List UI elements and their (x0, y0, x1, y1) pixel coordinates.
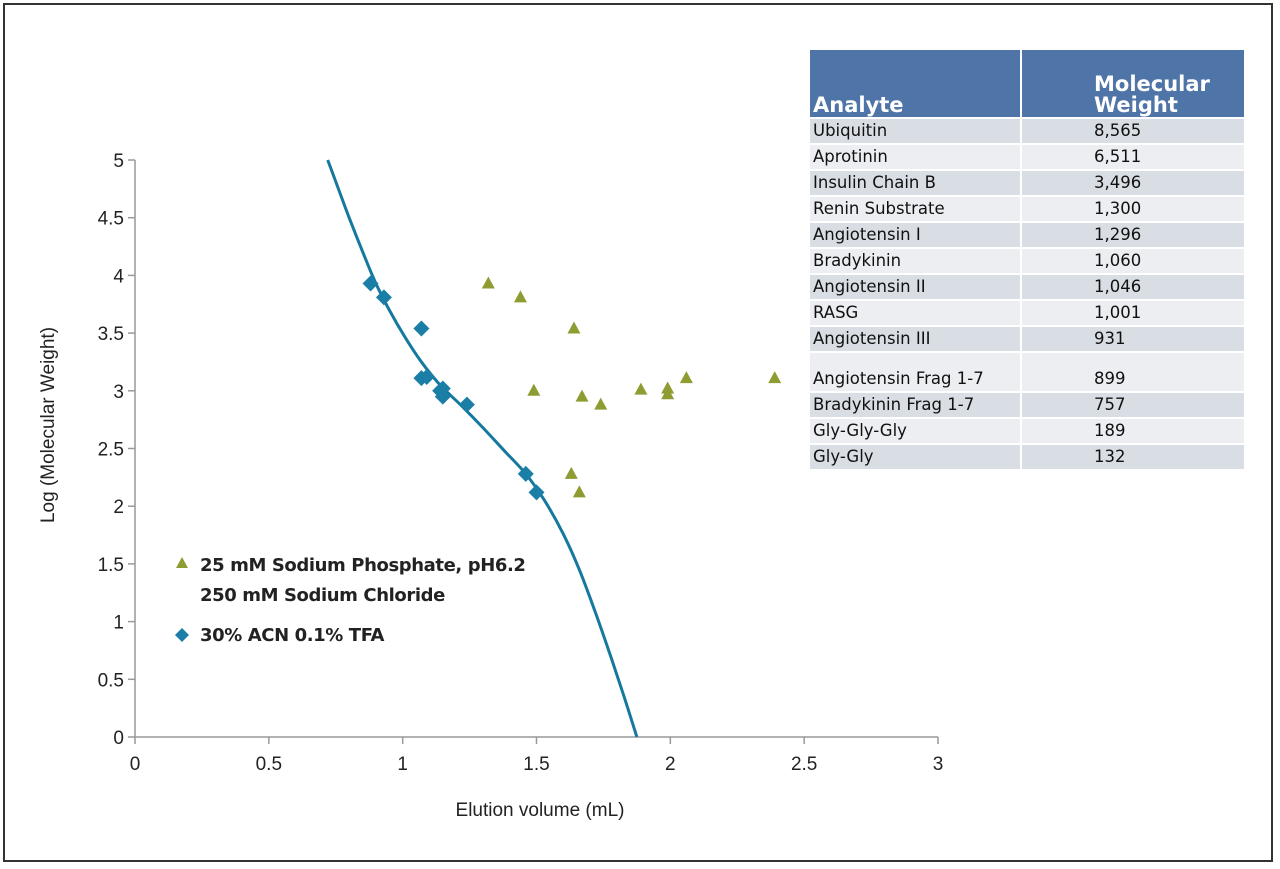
y-tick-label: 4 (113, 266, 124, 287)
acn-point (375, 289, 392, 306)
molecular-weight-cell: 3,496 (1020, 169, 1246, 197)
legend: 25 mM Sodium Phosphate, pH6.2 250 mM Sod… (175, 555, 526, 646)
y-tick-label: 2.5 (98, 440, 124, 461)
y-tick-label: 0.5 (98, 670, 124, 691)
calibration-curve-layer (326, 159, 639, 738)
table-row: Angiotensin III 931 (808, 325, 1246, 353)
y-tick-label: 2 (113, 497, 124, 518)
y-tick-label: 4.5 (98, 209, 124, 230)
legend-label-phosphate: 25 mM Sodium Phosphate, pH6.2 (200, 555, 526, 576)
molecular-weight-cell: 1,060 (1020, 247, 1246, 275)
table-row: Renin Substrate 1,300 (808, 195, 1246, 223)
phosphate-point (564, 466, 578, 479)
data-marks (362, 275, 782, 501)
x-tick-label: 3 (933, 754, 944, 775)
legend-label-phosphate-line2: 250 mM Sodium Chloride (200, 585, 445, 606)
phosphate-point (575, 389, 589, 402)
molecular-weight-cell: 931 (1020, 325, 1246, 353)
x-tick-label: 0.5 (256, 754, 282, 775)
y-tick-label: 0 (113, 728, 124, 749)
analyte-cell: Renin Substrate (808, 195, 1022, 223)
acn-point (434, 380, 451, 397)
phosphate-point (679, 371, 693, 384)
y-tick-label: 3.5 (98, 324, 124, 345)
phosphate-point (768, 371, 782, 384)
table-row: Bradykinin Frag 1-7 757 (808, 391, 1246, 419)
molecular-weight-cell: 132 (1020, 443, 1246, 471)
analyte-cell: Bradykinin (808, 247, 1022, 275)
table-row: Gly-Gly-Gly 189 (808, 417, 1246, 445)
phosphate-point (481, 276, 495, 289)
table-row: Bradykinin 1,060 (808, 247, 1246, 275)
acn-point (362, 275, 379, 292)
axes: 0 0.5 1 1.5 2 2.5 3 3.5 4 4.5 5 0 0.5 1 1.5 2 2.5 3 (98, 151, 944, 775)
analyte-table-header: Analyte Molecular Weight (808, 48, 1246, 119)
acn-point (517, 465, 534, 482)
x-tick-label: 2 (665, 754, 676, 775)
acn-point (434, 388, 451, 405)
molecular-weight-cell: 1,300 (1020, 195, 1246, 223)
legend-label-acn: 30% ACN 0.1% TFA (200, 625, 385, 646)
header-analyte: Analyte (808, 48, 1022, 119)
table-row: Aprotinin 6,511 (808, 143, 1246, 171)
x-tick-label: 1.5 (523, 754, 549, 775)
table-row: Angiotensin Frag 1-7 899 (808, 351, 1246, 393)
acn-point (418, 368, 435, 385)
table-row: Insulin Chain B 3,496 (808, 169, 1246, 197)
acn-point (458, 396, 475, 413)
molecular-weight-cell: 1,296 (1020, 221, 1246, 249)
legend-triangle-marker (176, 557, 188, 568)
analyte-cell: Angiotensin III (808, 325, 1022, 353)
analyte-cell: Gly-Gly-Gly (808, 417, 1022, 445)
x-tick-label: 0 (130, 754, 141, 775)
molecular-weight-cell: 189 (1020, 417, 1246, 445)
molecular-weight-cell: 8,565 (1020, 117, 1246, 145)
molecular-weight-cell: 757 (1020, 391, 1246, 419)
analyte-cell: Angiotensin Frag 1-7 (808, 351, 1022, 393)
analyte-cell: Aprotinin (808, 143, 1022, 171)
x-tick-label: 1 (397, 754, 408, 775)
y-tick-label: 3 (113, 382, 124, 403)
y-tick-label: 1 (113, 613, 124, 634)
molecular-weight-cell: 1,046 (1020, 273, 1246, 301)
molecular-weight-cell: 6,511 (1020, 143, 1246, 171)
table-row: Angiotensin II 1,046 (808, 273, 1246, 301)
x-tick-label: 2.5 (791, 754, 817, 775)
molecular-weight-cell: 899 (1020, 351, 1246, 393)
calibration-curve (326, 159, 639, 738)
table-row: RASG 1,001 (808, 299, 1246, 327)
phosphate-point (634, 382, 648, 395)
acn-point (528, 484, 545, 501)
header-molecular-weight: Molecular Weight (1020, 48, 1246, 119)
y-axis-title: Log (Molecular Weight) (38, 327, 59, 523)
phosphate-point (527, 383, 541, 396)
phosphate-point (594, 397, 608, 410)
acn-point (413, 320, 430, 337)
analyte-cell: Insulin Chain B (808, 169, 1022, 197)
analyte-cell: Angiotensin II (808, 273, 1022, 301)
analyte-cell: Bradykinin Frag 1-7 (808, 391, 1022, 419)
analyte-cell: RASG (808, 299, 1022, 327)
analyte-cell: Ubiquitin (808, 117, 1022, 145)
analyte-cell: Gly-Gly (808, 443, 1022, 471)
table-row: Gly-Gly 132 (808, 443, 1246, 471)
table-row: Ubiquitin 8,565 (808, 117, 1246, 145)
phosphate-point (661, 387, 675, 400)
y-tick-label: 1.5 (98, 555, 124, 576)
phosphate-point (513, 290, 527, 303)
phosphate-point (572, 485, 586, 498)
molecular-weight-cell: 1,001 (1020, 299, 1246, 327)
phosphate-point (567, 321, 581, 334)
x-axis-title: Elution volume (mL) (456, 800, 625, 821)
analyte-table: Analyte Molecular Weight Ubiquitin 8,565 A… (808, 48, 1246, 471)
y-tick-label: 5 (113, 151, 124, 172)
table-row: Angiotensin I 1,296 (808, 221, 1246, 249)
analyte-cell: Angiotensin I (808, 221, 1022, 249)
legend-diamond-marker (175, 628, 189, 642)
